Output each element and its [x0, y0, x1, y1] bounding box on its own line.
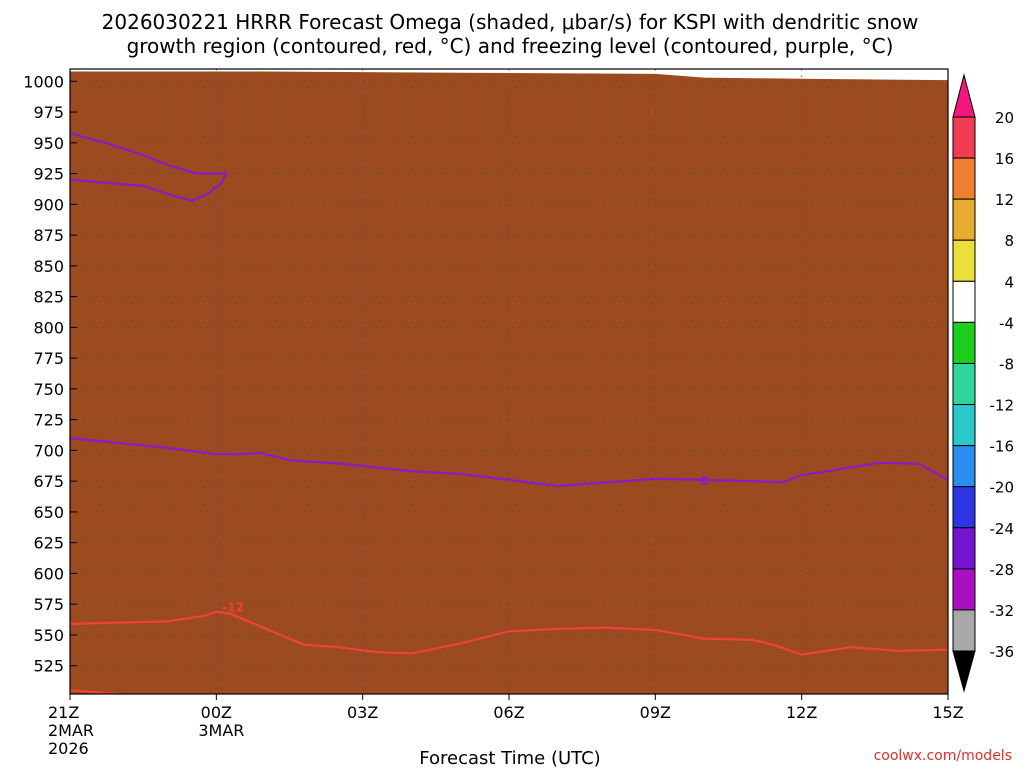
colorbar-label-8: -16	[990, 438, 1015, 456]
colorbar-label-4: 4	[1004, 273, 1014, 291]
x-tick-label-5: 12Z	[786, 703, 817, 722]
contour-layer: -12 0	[70, 131, 948, 694]
credit-text: coolwx.com/models	[874, 748, 1012, 764]
terrain-fill	[70, 71, 948, 694]
y-tick-label-17: 950	[33, 134, 64, 153]
colorbar-bin-10	[952, 527, 976, 570]
chart-title-line-1: 2026030221 HRRR Forecast Omega (shaded, …	[102, 10, 919, 34]
colorbar-bin-2	[952, 198, 976, 241]
y-tick-label-15: 900	[33, 195, 64, 214]
colorbar-bin-11	[952, 568, 976, 611]
y-tick-label-5: 650	[33, 503, 64, 522]
colorbar-bin-5	[952, 321, 976, 364]
x-tick-label-3: 06Z	[493, 703, 524, 722]
colorbar-bin-7	[952, 404, 976, 447]
colorbar-bin-8	[952, 445, 976, 488]
colorbar-bin-12	[952, 609, 976, 652]
y-tick-label-9: 750	[33, 380, 64, 399]
freezing-contour-0	[70, 437, 948, 488]
y-tick-label-19: 1000	[23, 72, 64, 91]
colorbar-label-7: -12	[990, 397, 1015, 415]
x-tick-label-6: 15Z	[932, 703, 963, 722]
y-tick-label-3: 600	[33, 564, 64, 583]
y-tick-label-11: 800	[33, 318, 64, 337]
y-tick-label-6: 675	[33, 472, 64, 491]
colorbar-bin-6	[952, 362, 976, 406]
colorbar-label-13: -36	[990, 643, 1015, 661]
colorbar-bin-9	[952, 486, 976, 529]
y-tick-label-7: 700	[33, 441, 64, 460]
colorbar-label-6: -8	[999, 355, 1014, 373]
colorbar-bin-0	[952, 116, 976, 159]
colorbar-label-2: 12	[995, 191, 1014, 209]
colorbar-label-0: 20	[995, 109, 1014, 127]
colorbar-bin-3	[952, 239, 976, 282]
y-tick-label-4: 625	[33, 534, 64, 553]
colorbar-bin-1	[952, 157, 976, 200]
colorbar-label-11: -28	[990, 561, 1015, 579]
dgz-contour-1	[70, 610, 948, 656]
terrain-layer	[70, 71, 948, 694]
x-tick-year-0: 2026	[48, 739, 89, 758]
colorbar-label-1: 16	[995, 150, 1014, 168]
colorbar-top-arrow	[952, 73, 976, 118]
x-axis-title: Forecast Time (UTC)	[419, 748, 600, 768]
y-tick-label-14: 875	[33, 226, 64, 245]
y-tick-label-8: 725	[33, 411, 64, 430]
y-tick-label-18: 975	[33, 103, 64, 122]
colorbar-label-12: -32	[990, 602, 1015, 620]
colorbar-bottom-arrow	[952, 650, 976, 693]
y-tick-label-16: 925	[33, 165, 64, 184]
y-tick-label-12: 825	[33, 288, 64, 307]
y-tick-label-0: 525	[33, 657, 64, 676]
y-tick-label-1: 550	[33, 626, 64, 645]
dgz-contour-0	[70, 689, 119, 694]
x-tick-label-0: 21Z	[48, 703, 79, 722]
colorbar-label-10: -24	[990, 520, 1015, 538]
y-axis-ticks: 525 550 575 600 625 650 675 700 725 750 775 800 825 8…	[23, 72, 77, 676]
colorbar-label-5: -4	[999, 314, 1014, 332]
y-tick-label-13: 850	[33, 257, 64, 276]
y-tick-label-2: 575	[33, 595, 64, 614]
chart-title-line-2: growth region (contoured, red, °C) and f…	[127, 34, 894, 58]
colorbar-label-9: -20	[990, 479, 1015, 497]
x-tick-date-0: 2MAR	[48, 721, 94, 740]
x-tick-date-1: 3MAR	[198, 721, 244, 740]
colorbar-label-3: 8	[1004, 232, 1014, 250]
x-tick-label-4: 09Z	[640, 703, 671, 722]
freezing-contour-1	[70, 131, 228, 202]
colorbar-bin-4	[952, 280, 976, 323]
x-tick-label-2: 03Z	[347, 703, 378, 722]
dgz-contour-label: -12	[222, 601, 244, 615]
colorbar: 20 16 12 8 4 -4 -8 -12 -16 -20 -24 -28 -32 -36	[952, 73, 1015, 693]
freezing-contour-label: 0	[700, 474, 708, 488]
y-tick-label-10: 775	[33, 349, 64, 368]
x-tick-label-1: 00Z	[201, 703, 232, 722]
